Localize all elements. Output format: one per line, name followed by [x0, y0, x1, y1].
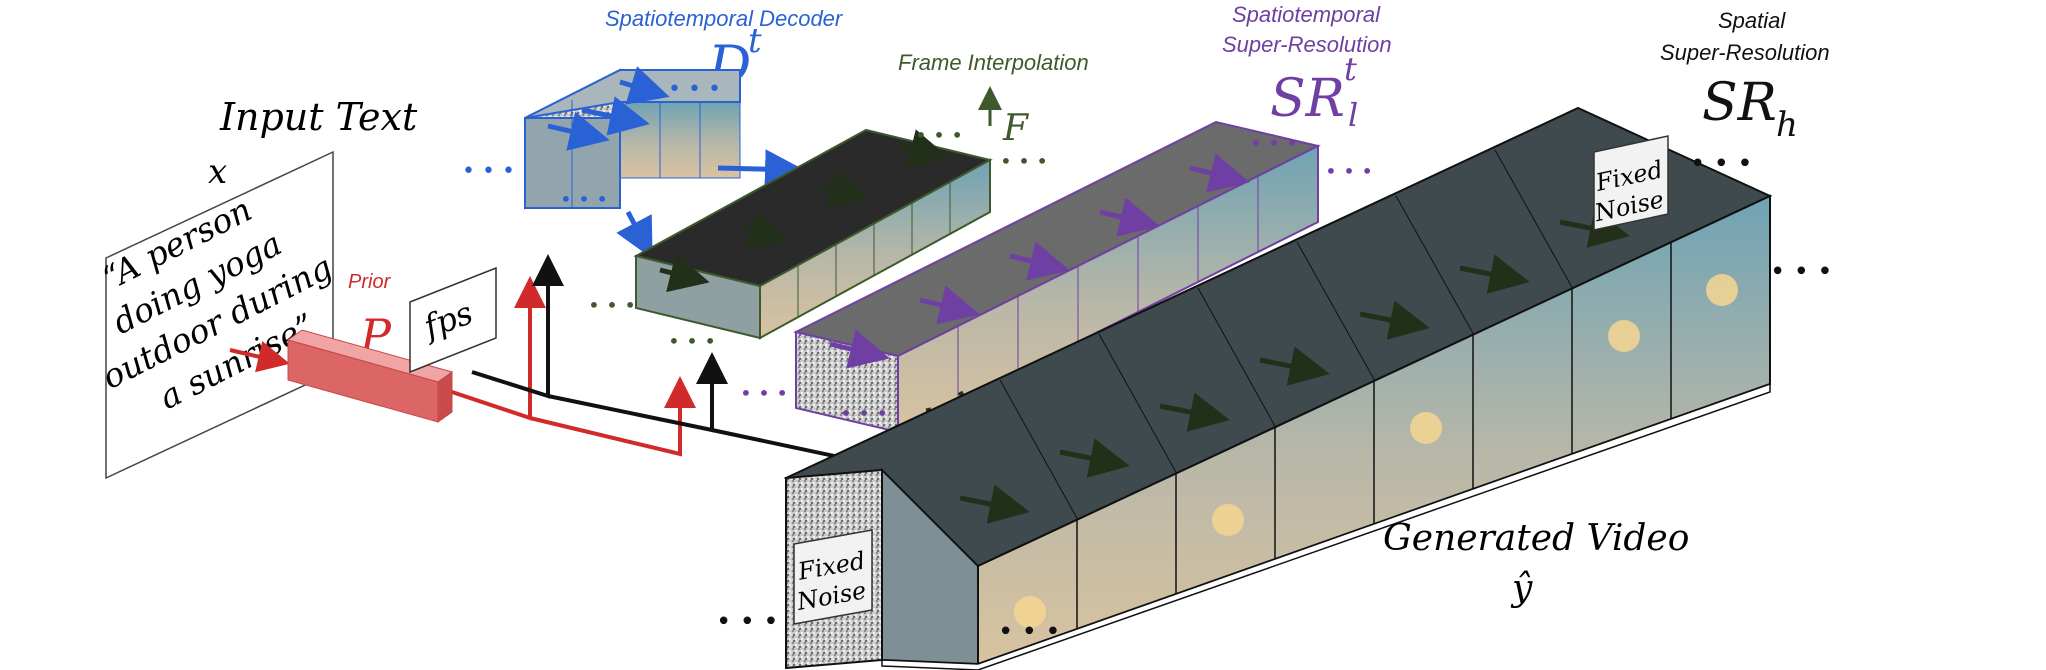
srl-symbol: SR — [1270, 69, 1345, 129]
fps-box: fps — [409, 266, 497, 374]
interp-block — [633, 128, 993, 340]
interp-symbol: F — [1002, 108, 1030, 149]
srh-ellipsis-bottom: • • • — [998, 617, 1061, 647]
input-prompt-card: “A person doing yoga outdoor during a su… — [96, 150, 338, 480]
decoder-block — [524, 66, 741, 210]
srh-symbol: SR — [1702, 73, 1777, 133]
srh-caption-line1: Spatial — [1718, 8, 1786, 33]
srl-ellipsis-left: • • • — [740, 381, 788, 405]
interp-ellipsis-top: • • • — [915, 123, 963, 147]
input-variable: x — [208, 152, 227, 192]
decoder-superscript: t — [748, 21, 762, 61]
srl-caption-line2: Super-Resolution — [1222, 32, 1392, 57]
srh-subscript: h — [1776, 105, 1798, 145]
fixed-noise-right: Fixed Noise — [1591, 135, 1669, 231]
srl-block — [793, 120, 1321, 434]
srl-ellipsis-top: • • • — [1250, 131, 1298, 155]
decoder-caption: Spatiotemporal Decoder — [605, 6, 844, 31]
srl-superscript: t — [1344, 50, 1357, 88]
output-variable: ŷ — [1510, 568, 1533, 609]
output-heading: Generated Video — [1383, 518, 1689, 559]
interp-ellipsis-right: • • • — [1000, 149, 1048, 173]
decoder-ellipsis-right: • • • — [668, 77, 721, 102]
text-to-prior-arrow — [229, 341, 290, 373]
interp-ellipsis-bottom: • • • — [668, 329, 716, 353]
srl-caption-line1: Spatiotemporal — [1232, 2, 1381, 27]
fixed-noise-left: Fixed Noise — [793, 529, 873, 625]
srh-ellipsis-right: • • • — [1770, 257, 1833, 287]
srh-ellipsis-left: • • • — [716, 607, 779, 637]
input-heading: Input Text — [219, 95, 418, 139]
interp-ellipsis-left: • • • — [588, 293, 636, 317]
srh-caption-line2: Super-Resolution — [1660, 40, 1830, 65]
decoder-down-arrow — [616, 210, 653, 259]
decoder-ellipsis-left: • • • — [462, 159, 515, 184]
decoder-ellipsis-bottom: • • • — [560, 187, 608, 211]
interp-caption: Frame Interpolation — [898, 50, 1089, 75]
prior-caption: Prior — [348, 271, 392, 293]
srl-subscript: l — [1348, 96, 1358, 134]
srh-ellipsis-top: • • • — [1690, 149, 1753, 179]
srl-ellipsis-bottom: • • • — [840, 401, 888, 425]
srl-ellipsis-right: • • • — [1325, 159, 1373, 183]
decoder-to-interp-arrow — [717, 149, 805, 190]
